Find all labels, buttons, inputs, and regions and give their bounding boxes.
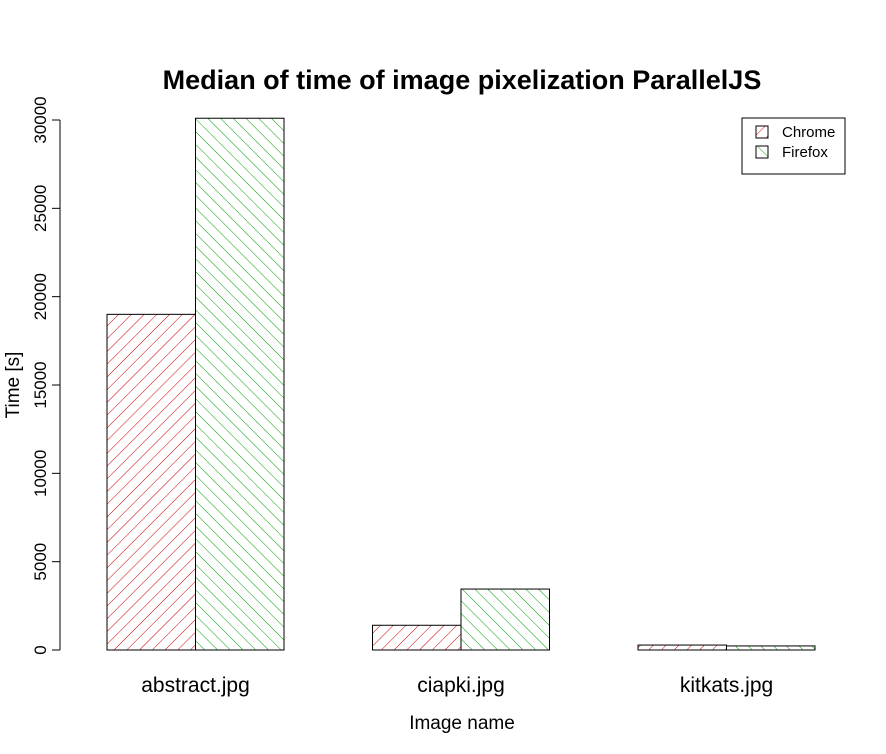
bar-firefox-2 [726, 645, 816, 651]
y-axis: 0 5000 10000 15000 20000 25000 30000 [31, 96, 61, 655]
legend-label-firefox: Firefox [782, 144, 828, 161]
bar-firefox-1 [460, 588, 550, 651]
legend-swatch-chrome [755, 125, 769, 139]
bar-chrome-2 [637, 644, 727, 651]
y-tick-label: 30000 [31, 96, 50, 143]
x-category-label: abstract.jpg [141, 674, 250, 697]
y-tick-label: 15000 [31, 361, 50, 408]
y-axis-label: Time [s] [3, 352, 24, 419]
legend-swatch-firefox [755, 145, 769, 159]
x-category-label: kitkats.jpg [680, 674, 773, 697]
bars [106, 117, 816, 651]
y-tick-label: 20000 [31, 273, 50, 320]
y-tick-label: 25000 [31, 185, 50, 232]
y-tick-label: 5000 [31, 543, 50, 581]
legend-label-chrome: Chrome [782, 124, 835, 141]
chart-title: Median of time of image pixelization Par… [163, 65, 762, 95]
bar-chrome-1 [372, 624, 462, 651]
y-tick-label: 10000 [31, 450, 50, 497]
legend: Chrome Firefox [741, 117, 846, 175]
bar-firefox-0 [195, 117, 285, 651]
x-category-label: ciapki.jpg [417, 674, 505, 697]
y-tick-label: 0 [31, 645, 50, 654]
bar-chrome-0 [106, 313, 196, 651]
x-axis-categories: abstract.jpg ciapki.jpg kitkats.jpg [141, 674, 773, 697]
x-axis-label: Image name [409, 713, 515, 734]
